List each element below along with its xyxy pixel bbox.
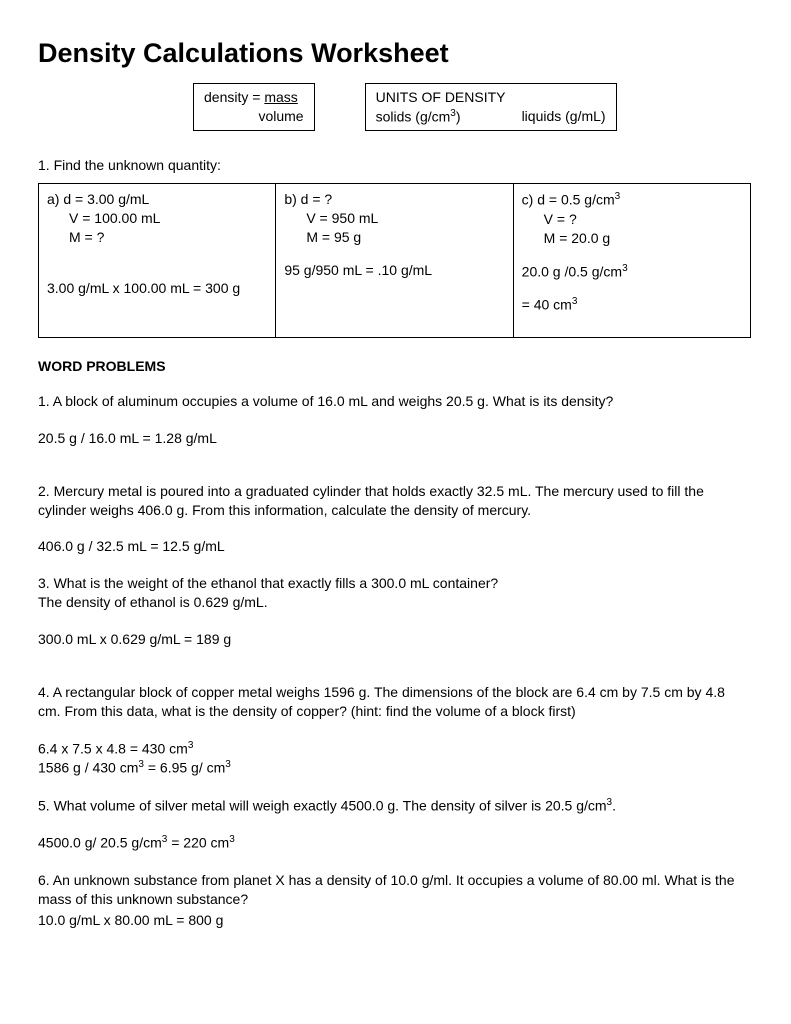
page-title: Density Calculations Worksheet: [38, 38, 751, 69]
wp1-answer: 20.5 g / 16.0 mL = 1.28 g/mL: [38, 429, 751, 448]
wp5-pre: 5. What volume of silver metal will weig…: [38, 798, 607, 814]
wp5-ans-sup2: 3: [229, 834, 235, 845]
units-solids-close: ): [456, 109, 461, 125]
worksheet-page: Density Calculations Worksheet density =…: [0, 0, 791, 1024]
wp3-line1: 3. What is the weight of the ethanol tha…: [38, 574, 751, 593]
cell-b-l2: V = 950 mL: [306, 209, 504, 228]
cell-b-l3: M = 95 g: [306, 228, 504, 247]
cell-a-work: 3.00 g/mL x 100.00 mL = 300 g: [47, 279, 267, 298]
density-formula-box: density = mass volume: [193, 83, 315, 131]
cell-a-given: a) d = 3.00 g/mL V = 100.00 mL M = ?: [47, 190, 267, 247]
wp4-answer-1: 6.4 x 7.5 x 4.8 = 430 cm3: [38, 739, 751, 759]
calculation-table: a) d = 3.00 g/mL V = 100.00 mL M = ? 3.0…: [38, 183, 751, 337]
cell-c-l1-sup: 3: [615, 191, 621, 202]
cell-c: c) d = 0.5 g/cm3 V = ? M = 20.0 g 20.0 g…: [513, 184, 750, 337]
units-heading: UNITS OF DENSITY: [376, 88, 606, 107]
cell-c-work-sup: 3: [622, 263, 628, 274]
cell-c-work-pre: 20.0 g /0.5 g/cm: [522, 263, 622, 279]
word-problems-heading: WORD PROBLEMS: [38, 358, 751, 374]
cell-c-l1-pre: c) d = 0.5 g/cm: [522, 192, 615, 208]
cell-c-work: 20.0 g /0.5 g/cm3: [522, 262, 742, 282]
cell-a-l1: a) d = 3.00 g/mL: [47, 190, 267, 209]
units-box: UNITS OF DENSITY solids (g/cm3) liquids …: [365, 83, 617, 131]
units-liquids: liquids (g/mL): [522, 107, 606, 127]
cell-a-l2: V = 100.00 mL: [69, 209, 267, 228]
units-line-2: solids (g/cm3) liquids (g/mL): [376, 107, 606, 127]
formula-line-2: volume: [204, 107, 304, 126]
wp4-ans1-pre: 6.4 x 7.5 x 4.8 = 430 cm: [38, 740, 188, 756]
formula-left: density =: [204, 89, 264, 105]
wp4-ans2-mid: = 6.95 g/ cm: [144, 760, 225, 776]
formula-mass: mass: [264, 89, 297, 105]
q1-prompt: 1. Find the unknown quantity:: [38, 157, 751, 173]
wp2-answer: 406.0 g / 32.5 mL = 12.5 g/mL: [38, 537, 751, 556]
formula-row: density = mass volume UNITS OF DENSITY s…: [193, 83, 751, 131]
cell-b-work: 95 g/950 mL = .10 g/mL: [284, 261, 504, 280]
wp1: 1. A block of aluminum occupies a volume…: [38, 392, 751, 411]
cell-c-l2: V = ?: [544, 210, 742, 229]
wp4-ans2-sup2: 3: [225, 759, 231, 770]
wp5-ans-mid: = 220 cm: [167, 835, 229, 851]
wp4: 4. A rectangular block of copper metal w…: [38, 683, 751, 721]
wp5-post: .: [612, 798, 616, 814]
cell-c-res-sup: 3: [572, 296, 578, 307]
wp2: 2. Mercury metal is poured into a gradua…: [38, 482, 751, 520]
wp6: 6. An unknown substance from planet X ha…: [38, 871, 751, 909]
wp4-ans2-pre: 1586 g / 430 cm: [38, 760, 138, 776]
cell-c-result: = 40 cm3: [522, 295, 742, 315]
wp4-answer-2: 1586 g / 430 cm3 = 6.95 g/ cm3: [38, 758, 751, 778]
cell-c-l1: c) d = 0.5 g/cm3: [522, 190, 742, 210]
cell-c-res-pre: = 40 cm: [522, 297, 572, 313]
cell-b-given: b) d = ? V = 950 mL M = 95 g: [284, 190, 504, 247]
wp5-answer: 4500.0 g/ 20.5 g/cm3 = 220 cm3: [38, 833, 751, 853]
wp3-answer: 300.0 mL x 0.629 g/mL = 189 g: [38, 630, 751, 649]
cell-c-l3: M = 20.0 g: [544, 229, 742, 248]
wp6-answer: 10.0 g/mL x 80.00 mL = 800 g: [38, 911, 751, 930]
cell-c-given: c) d = 0.5 g/cm3 V = ? M = 20.0 g: [522, 190, 742, 247]
units-solids-label: solids (g/cm: [376, 109, 451, 125]
wp4-ans1-sup: 3: [188, 740, 194, 751]
cell-a: a) d = 3.00 g/mL V = 100.00 mL M = ? 3.0…: [39, 184, 276, 337]
formula-line-1: density = mass: [204, 88, 304, 107]
wp3-line2: The density of ethanol is 0.629 g/mL.: [38, 593, 751, 612]
cell-b-l1: b) d = ?: [284, 190, 504, 209]
wp5: 5. What volume of silver metal will weig…: [38, 796, 751, 816]
cell-b: b) d = ? V = 950 mL M = 95 g 95 g/950 mL…: [276, 184, 513, 337]
wp5-ans-pre: 4500.0 g/ 20.5 g/cm: [38, 835, 162, 851]
cell-a-l3: M = ?: [69, 228, 267, 247]
units-solids: solids (g/cm3): [376, 107, 461, 127]
